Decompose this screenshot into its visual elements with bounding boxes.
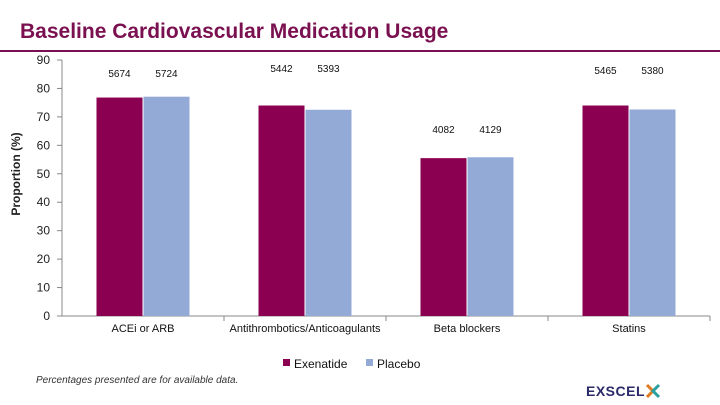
category-label: Beta blockers <box>434 323 501 335</box>
bar-placebo-2 <box>467 157 514 316</box>
y-tick-label: 30 <box>37 224 51 238</box>
bar-placebo-1 <box>305 109 352 317</box>
legend-label-placebo: Placebo <box>377 357 421 371</box>
legend: Exenatide Placebo <box>283 357 421 371</box>
y-tick-label: 90 <box>37 53 51 67</box>
count-label: 4082 <box>432 125 455 136</box>
bar-exenatide-2 <box>420 158 467 316</box>
y-tick-label: 10 <box>37 281 51 295</box>
y-tick-label: 50 <box>37 167 51 181</box>
y-tick-label: 0 <box>43 309 50 323</box>
exscel-logo: EXSCEL <box>586 382 716 402</box>
footnote: Percentages presented are for available … <box>36 375 239 386</box>
category-labels: ACEi or ARB Antithrombotics/Anticoagulant… <box>112 323 647 335</box>
category-label: Antithrombotics/Anticoagulants <box>229 323 381 335</box>
bar-exenatide-3 <box>582 105 629 316</box>
title-divider <box>0 50 720 52</box>
y-tick-label: 20 <box>37 252 51 266</box>
bar-exenatide-0 <box>96 97 143 317</box>
category-label: ACEi or ARB <box>112 323 175 335</box>
bar-exenatide-1 <box>258 105 305 316</box>
count-label: 5380 <box>641 66 664 77</box>
legend-swatch-placebo <box>366 359 373 366</box>
count-label: 5393 <box>317 64 340 75</box>
y-tick-label: 80 <box>37 81 51 95</box>
logo-mark-icon <box>645 383 661 399</box>
y-tick-label: 60 <box>37 138 51 152</box>
logo-text: EXSCEL <box>586 383 646 399</box>
legend-label-exenatide: Exenatide <box>294 357 348 371</box>
count-label: 5674 <box>108 69 131 80</box>
count-label: 5465 <box>594 66 617 77</box>
count-label: 4129 <box>479 125 502 136</box>
y-tick-label: 40 <box>37 195 51 209</box>
bars <box>96 96 676 317</box>
page-title: Baseline Cardiovascular Medication Usage <box>20 20 449 43</box>
y-tick-label: 70 <box>37 110 51 124</box>
bar-placebo-3 <box>629 109 676 316</box>
count-labels: 5674 5724 5442 5393 4082 4129 5465 5380 <box>108 64 664 136</box>
count-label: 5724 <box>155 69 178 80</box>
count-label: 5442 <box>270 64 293 75</box>
legend-swatch-exenatide <box>283 359 290 366</box>
category-label: Statins <box>612 323 646 335</box>
bar-placebo-0 <box>143 96 190 317</box>
y-axis-label: Proportion (%) <box>9 132 23 215</box>
